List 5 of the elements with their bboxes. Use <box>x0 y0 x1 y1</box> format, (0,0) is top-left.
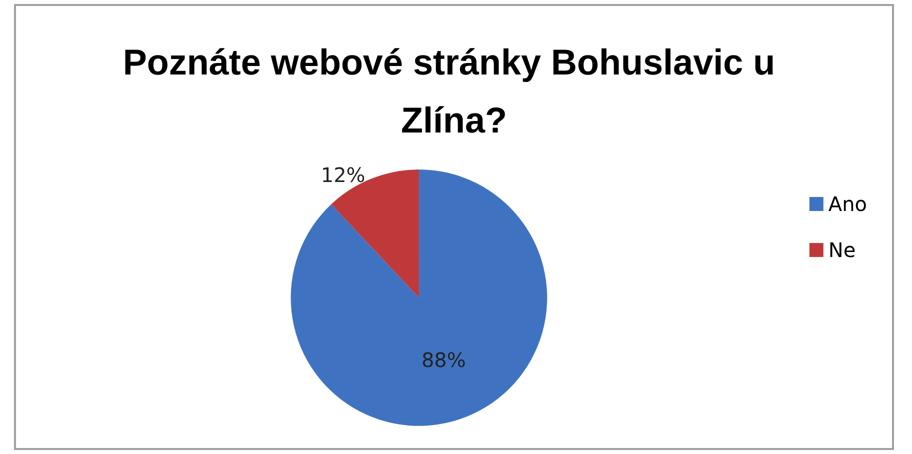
data-label: 12% <box>320 162 366 187</box>
legend-label: Ne <box>828 238 856 262</box>
data-label: 88% <box>421 348 466 372</box>
chart-title: Poznáte webové stránky Bohuslavic u Zlína? <box>122 42 786 140</box>
legend-label: Ano <box>828 192 867 216</box>
